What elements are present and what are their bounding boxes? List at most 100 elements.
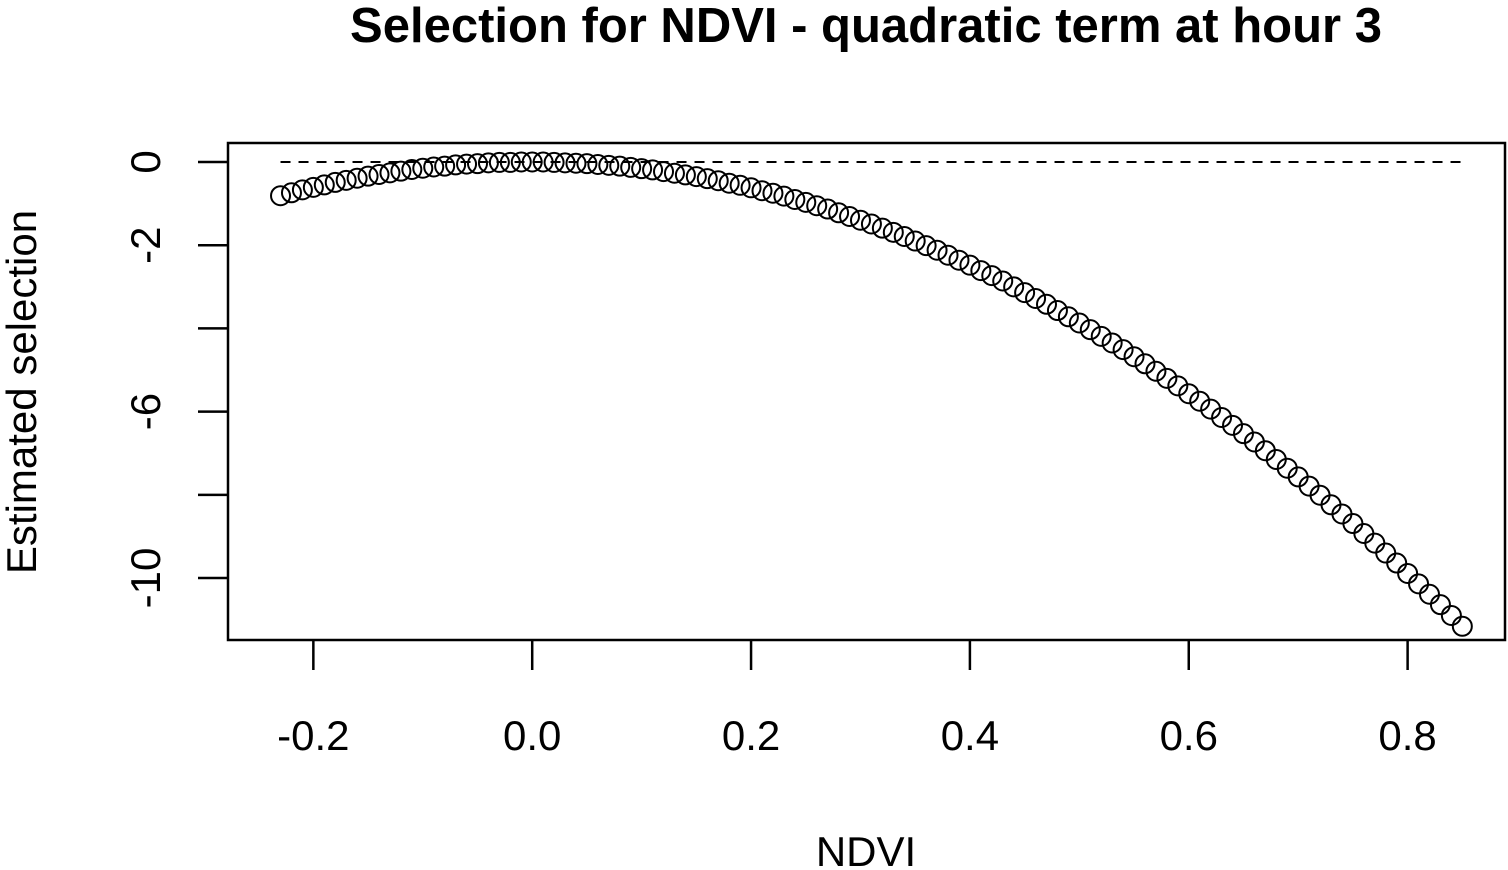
point [1156, 367, 1178, 389]
point [937, 244, 959, 266]
point [379, 162, 401, 184]
point [806, 195, 828, 217]
point [1418, 583, 1440, 605]
point [412, 157, 434, 179]
point [707, 170, 729, 192]
point [1178, 383, 1200, 405]
point [860, 213, 882, 235]
point [653, 161, 675, 183]
point [456, 153, 478, 175]
point [1014, 282, 1036, 304]
point [915, 235, 937, 257]
x-axis-title: NDVI [816, 828, 916, 870]
point [740, 177, 762, 199]
x-tick-label: 0.4 [941, 712, 999, 759]
y-tick-label: -2 [122, 227, 169, 264]
point [532, 151, 554, 173]
y-tick-label: -10 [122, 548, 169, 609]
point [477, 152, 499, 174]
point [959, 254, 981, 276]
point [1112, 339, 1134, 361]
point [1232, 423, 1254, 445]
point [270, 185, 292, 207]
point [313, 174, 335, 196]
point [390, 160, 412, 182]
y-tick-label: -6 [122, 393, 169, 430]
point [335, 169, 357, 191]
point [1134, 353, 1156, 375]
point [1408, 573, 1430, 595]
point [871, 217, 893, 239]
point [904, 230, 926, 252]
point [817, 198, 839, 220]
point [1123, 346, 1145, 368]
x-tick-label: 0.8 [1378, 712, 1436, 759]
point [488, 151, 510, 173]
x-tick-label: 0.6 [1160, 712, 1218, 759]
point [1068, 312, 1090, 334]
point [642, 159, 664, 181]
point [1057, 306, 1079, 328]
point [762, 182, 784, 204]
point [674, 164, 696, 186]
point [280, 182, 302, 204]
point [1090, 325, 1112, 347]
point [1036, 293, 1058, 315]
point [1145, 360, 1167, 382]
x-tick-label: 0.2 [722, 712, 780, 759]
x-tick-label: 0.0 [503, 712, 561, 759]
point [893, 225, 915, 247]
point [729, 174, 751, 196]
point [1375, 542, 1397, 564]
point [970, 260, 992, 282]
point [882, 221, 904, 243]
point [926, 239, 948, 261]
point [631, 158, 653, 180]
point [1397, 562, 1419, 584]
point [992, 270, 1014, 292]
point [1429, 594, 1451, 616]
point [773, 185, 795, 207]
point [696, 168, 718, 190]
point [302, 176, 324, 198]
point [499, 151, 521, 173]
point [346, 167, 368, 189]
point [620, 156, 642, 178]
point [466, 153, 488, 175]
point [291, 179, 313, 201]
point [401, 158, 423, 180]
point [784, 188, 806, 210]
point [598, 154, 620, 176]
point [1211, 406, 1233, 428]
point [1386, 552, 1408, 574]
point [1222, 414, 1244, 436]
chart-title: Selection for NDVI - quadratic term at h… [350, 0, 1382, 53]
point [609, 155, 631, 177]
y-axis-title: Estimated selection [0, 210, 45, 574]
point [839, 206, 861, 228]
point [324, 171, 346, 193]
point [948, 249, 970, 271]
point [576, 153, 598, 175]
point [357, 165, 379, 187]
point [565, 152, 587, 174]
point [554, 152, 576, 174]
point [663, 162, 685, 184]
point [1200, 398, 1222, 420]
point [685, 166, 707, 188]
point [587, 154, 609, 176]
point [521, 151, 543, 173]
point [423, 156, 445, 178]
point [1025, 287, 1047, 309]
point [718, 172, 740, 194]
point [849, 209, 871, 231]
point [445, 154, 467, 176]
y-tick-label: 0 [122, 150, 169, 173]
point [795, 191, 817, 213]
point [1101, 332, 1123, 354]
point [751, 180, 773, 202]
point [368, 163, 390, 185]
point [510, 151, 532, 173]
point [1046, 300, 1068, 322]
